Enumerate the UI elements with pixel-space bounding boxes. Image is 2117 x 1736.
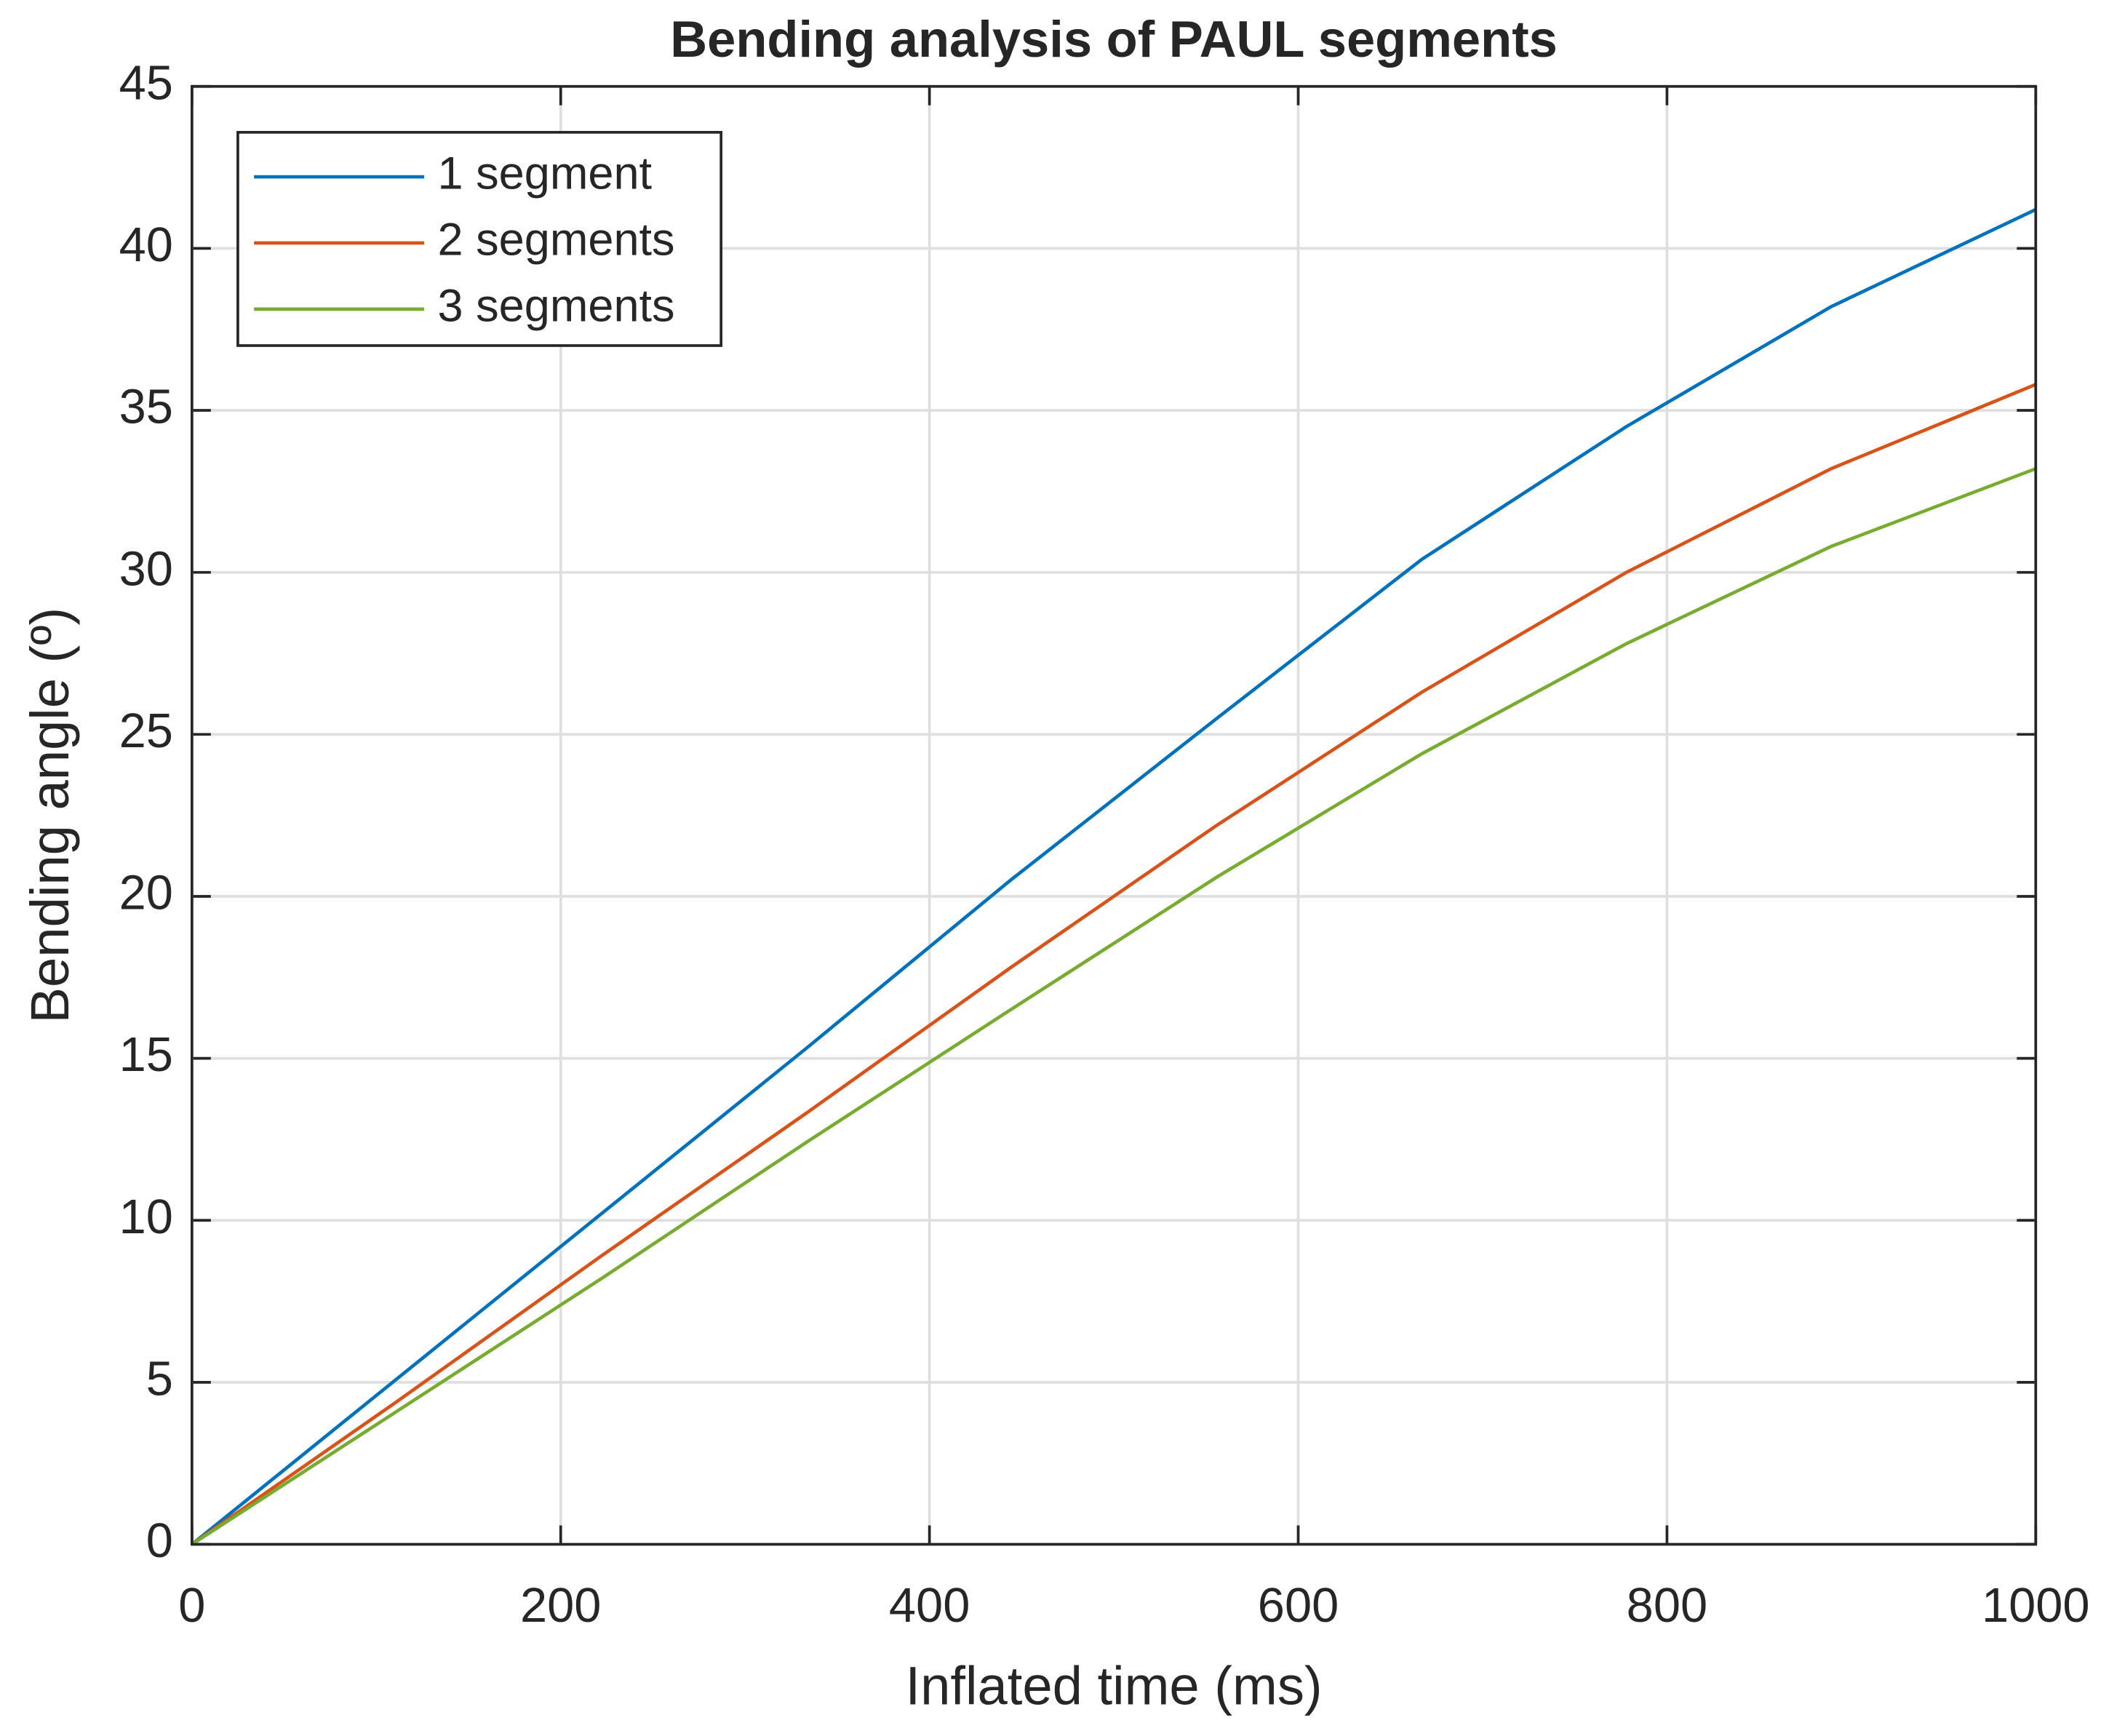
data-line xyxy=(191,467,2037,1546)
x-tick-label: 600 xyxy=(1258,1579,1339,1633)
y-tick-label: 25 xyxy=(119,704,173,758)
x-tick-label: 1000 xyxy=(1982,1579,2090,1633)
x-tick-label: 0 xyxy=(178,1579,205,1633)
legend-label: 1 segment xyxy=(438,148,653,199)
data-line xyxy=(191,383,2037,1546)
y-tick-label: 15 xyxy=(119,1028,173,1082)
x-axis-label: Inflated time (ms) xyxy=(905,1656,1322,1716)
y-tick-label: 0 xyxy=(146,1514,173,1568)
x-tick-label: 200 xyxy=(520,1579,601,1633)
data-line xyxy=(191,207,2037,1546)
y-tick-label: 40 xyxy=(119,218,173,272)
legend-label: 3 segments xyxy=(438,281,675,332)
x-tick-label: 400 xyxy=(889,1579,970,1633)
y-tick-label: 20 xyxy=(119,867,173,920)
x-tick-label: 800 xyxy=(1627,1579,1707,1633)
y-tick-label: 30 xyxy=(119,542,173,596)
chart-title: Bending analysis of PAUL segments xyxy=(670,10,1558,68)
legend-label: 2 segments xyxy=(438,215,675,266)
y-tick-label: 45 xyxy=(119,56,173,110)
axes-box xyxy=(190,84,2038,1546)
y-tick-label: 35 xyxy=(119,381,173,434)
y-tick-label: 5 xyxy=(146,1353,173,1406)
y-axis-label: Bending angle (º) xyxy=(20,608,80,1024)
y-tick-label: 10 xyxy=(119,1190,173,1244)
